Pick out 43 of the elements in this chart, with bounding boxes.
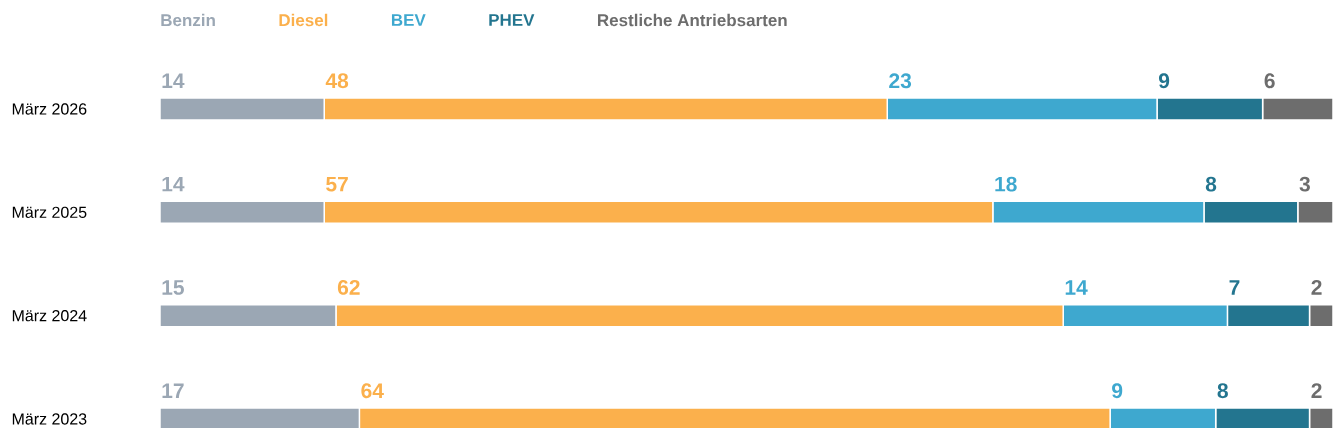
data-label: 14 xyxy=(162,73,185,88)
text: Benzin xyxy=(161,13,215,27)
bar xyxy=(323,97,889,121)
bar xyxy=(1297,200,1334,225)
bar xyxy=(323,200,994,225)
bar xyxy=(1203,200,1299,225)
data-label: 8 xyxy=(1217,383,1228,399)
data-label: 9 xyxy=(1158,73,1170,89)
data-label: 14 xyxy=(1065,280,1088,295)
y-tick-label: März 2024 xyxy=(12,309,87,322)
y-tick-label: März 2023 xyxy=(12,413,87,425)
data-label: 23 xyxy=(889,73,912,89)
data-label: 15 xyxy=(162,280,184,295)
bar xyxy=(992,200,1205,225)
data-label: 48 xyxy=(325,73,349,89)
data-label: 18 xyxy=(995,176,1017,192)
data-label: 14 xyxy=(162,176,185,192)
bar xyxy=(159,97,325,121)
bar xyxy=(159,200,325,225)
bar xyxy=(1062,303,1229,328)
data-label: 64 xyxy=(361,383,384,399)
bar xyxy=(886,97,1158,121)
data-label: 7 xyxy=(1229,280,1240,295)
data-label: 57 xyxy=(326,176,348,192)
data-label: 8 xyxy=(1205,176,1217,192)
text: PHEV xyxy=(489,14,535,26)
text: Diesel xyxy=(279,13,328,27)
data-label: 6 xyxy=(1264,73,1275,89)
bar xyxy=(1156,97,1264,121)
bar xyxy=(1226,303,1311,328)
text: BEV xyxy=(391,14,426,26)
bar xyxy=(159,303,337,328)
bar xyxy=(335,303,1064,328)
y-tick-label: März 2026 xyxy=(12,103,87,115)
data-label: 2 xyxy=(1311,383,1322,398)
data-label: 2 xyxy=(1311,279,1322,295)
y-tick-label: März 2025 xyxy=(12,206,87,218)
data-label: 62 xyxy=(337,279,360,295)
data-label: 17 xyxy=(162,383,184,398)
text: Restliche Antriebsarten xyxy=(598,13,787,27)
data-label: 9 xyxy=(1112,383,1123,399)
bar xyxy=(1308,303,1334,328)
data-label: 3 xyxy=(1299,176,1310,192)
